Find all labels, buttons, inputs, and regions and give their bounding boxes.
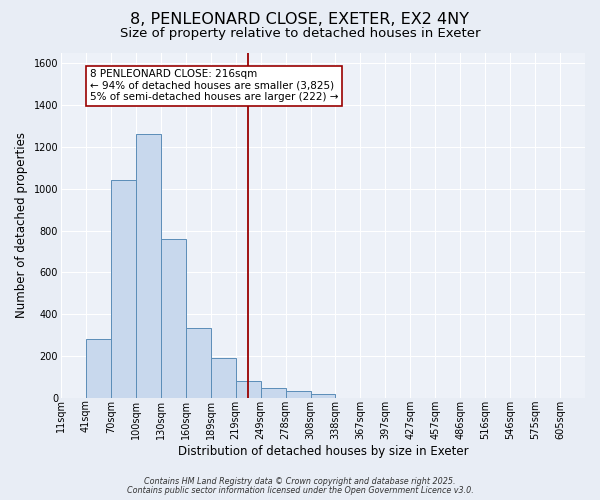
Bar	[111, 180, 136, 398]
Bar	[311, 394, 335, 398]
Text: Contains public sector information licensed under the Open Government Licence v3: Contains public sector information licen…	[127, 486, 473, 495]
Text: Contains HM Land Registry data © Crown copyright and database right 2025.: Contains HM Land Registry data © Crown c…	[144, 477, 456, 486]
Bar	[136, 134, 161, 398]
X-axis label: Distribution of detached houses by size in Exeter: Distribution of detached houses by size …	[178, 444, 468, 458]
Text: 8, PENLEONARD CLOSE, EXETER, EX2 4NY: 8, PENLEONARD CLOSE, EXETER, EX2 4NY	[131, 12, 470, 28]
Bar	[211, 358, 236, 398]
Bar	[286, 392, 311, 398]
Bar	[186, 328, 211, 398]
Text: 8 PENLEONARD CLOSE: 216sqm
← 94% of detached houses are smaller (3,825)
5% of se: 8 PENLEONARD CLOSE: 216sqm ← 94% of deta…	[89, 70, 338, 102]
Text: Size of property relative to detached houses in Exeter: Size of property relative to detached ho…	[120, 28, 480, 40]
Y-axis label: Number of detached properties: Number of detached properties	[15, 132, 28, 318]
Bar	[86, 340, 111, 398]
Bar	[260, 388, 286, 398]
Bar	[236, 382, 260, 398]
Bar	[161, 239, 186, 398]
